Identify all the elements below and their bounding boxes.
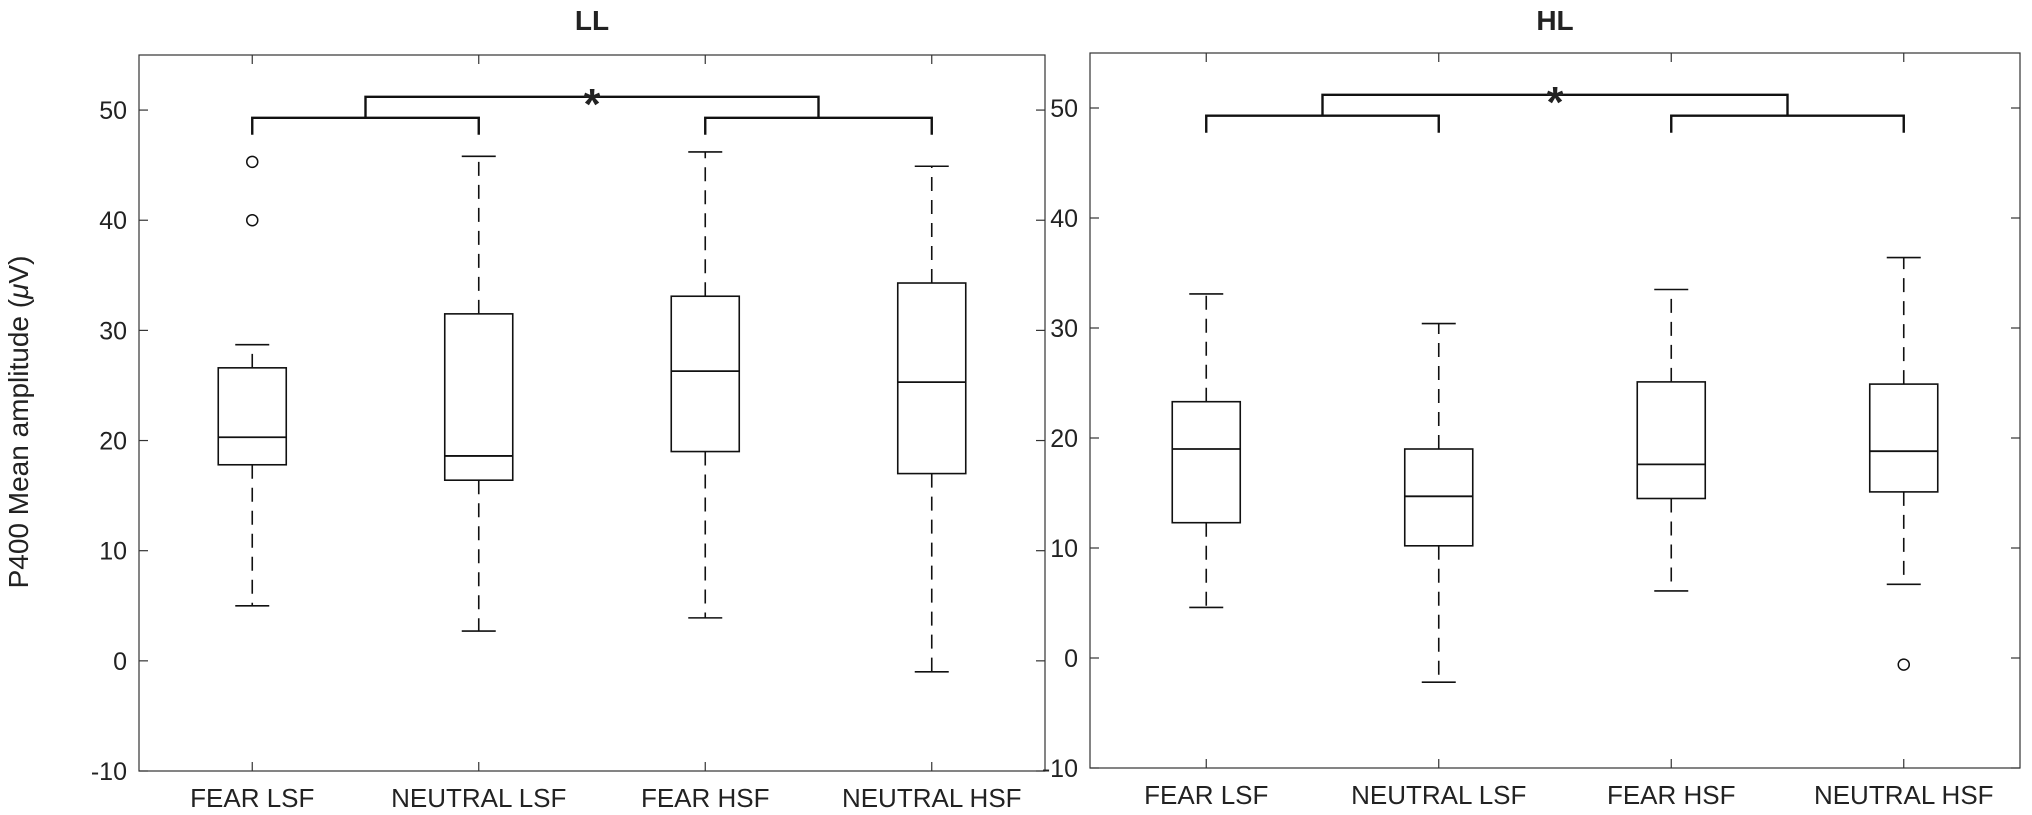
y-tick-label: -10 bbox=[1042, 755, 1078, 783]
x-tick-label: FEAR LSF bbox=[1144, 780, 1268, 810]
outlier-point bbox=[246, 155, 259, 169]
y-tick-label: -10 bbox=[91, 758, 127, 786]
y-tick-label: 0 bbox=[113, 648, 127, 676]
iqr-box bbox=[896, 282, 967, 475]
iqr-box bbox=[443, 313, 514, 481]
box-ll-2 bbox=[443, 155, 514, 632]
y-tick-label: 30 bbox=[1050, 315, 1078, 343]
box-ll-4 bbox=[896, 165, 967, 673]
panel-hl: HL -10 0 10 20 30 40 50 FEAR LSF NEUTRAL LSF FEAR … bbox=[1042, 5, 2021, 810]
y-tick-label: 40 bbox=[1050, 205, 1078, 233]
box-ll-3 bbox=[670, 151, 741, 619]
chart-title-hl: HL bbox=[1536, 5, 1573, 36]
panel-ll: LL -10 0 10 20 30 40 50 FEAR LSF NEUTRAL LSF FEAR … bbox=[91, 5, 1046, 813]
significance-bracket bbox=[704, 116, 933, 135]
significance-bracket-top bbox=[1321, 93, 1789, 116]
iqr-box bbox=[1403, 448, 1474, 547]
outlier-point bbox=[246, 213, 259, 227]
y-axis-label-mu: μ bbox=[3, 284, 34, 300]
x-tick-label: FEAR HSF bbox=[1607, 780, 1736, 810]
x-tick-label: NEUTRAL LSF bbox=[391, 783, 566, 813]
chart-title-ll: LL bbox=[575, 5, 609, 36]
y-tick-label: 10 bbox=[1050, 535, 1078, 563]
y-tick-label: 0 bbox=[1064, 645, 1078, 673]
significance-asterisk: * bbox=[583, 80, 601, 129]
y-axis-label-suffix: V) bbox=[3, 256, 34, 284]
x-tick-label: FEAR LSF bbox=[190, 783, 314, 813]
box-ll-1 bbox=[217, 155, 288, 607]
significance-bracket bbox=[1670, 114, 1905, 133]
x-tick-label: NEUTRAL LSF bbox=[1351, 780, 1526, 810]
x-tick-label: FEAR HSF bbox=[641, 783, 770, 813]
y-tick-label: 50 bbox=[1050, 95, 1078, 123]
plot-frame bbox=[138, 54, 1046, 772]
outlier-point bbox=[1897, 658, 1910, 671]
iqr-box bbox=[670, 295, 741, 453]
y-tick-label: 20 bbox=[1050, 425, 1078, 453]
significance-bracket-top bbox=[364, 95, 820, 118]
iqr-box bbox=[1171, 400, 1242, 524]
iqr-box bbox=[1636, 381, 1707, 500]
box-hl-4 bbox=[1868, 256, 1939, 671]
y-tick-label: 20 bbox=[99, 428, 127, 456]
significance-asterisk: * bbox=[1546, 78, 1564, 127]
significance-bracket bbox=[1205, 114, 1440, 133]
significance-bracket bbox=[251, 116, 480, 135]
iqr-box bbox=[1868, 383, 1939, 493]
y-axis-label-prefix: P400 Mean amplitude ( bbox=[3, 298, 34, 588]
plot-frame bbox=[1089, 52, 2021, 769]
box-hl-1 bbox=[1171, 293, 1242, 609]
y-tick-label: 30 bbox=[99, 317, 127, 345]
x-tick-label: NEUTRAL HSF bbox=[842, 783, 1022, 813]
box-hl-2 bbox=[1403, 322, 1474, 684]
y-tick-label: 40 bbox=[99, 207, 127, 235]
y-axis-label: P400 Mean amplitude (μV) bbox=[3, 256, 34, 589]
y-tick-label: 10 bbox=[99, 538, 127, 566]
iqr-box bbox=[217, 367, 288, 466]
x-tick-label: NEUTRAL HSF bbox=[1814, 780, 1994, 810]
box-hl-3 bbox=[1636, 288, 1707, 592]
y-tick-label: 50 bbox=[99, 97, 127, 125]
